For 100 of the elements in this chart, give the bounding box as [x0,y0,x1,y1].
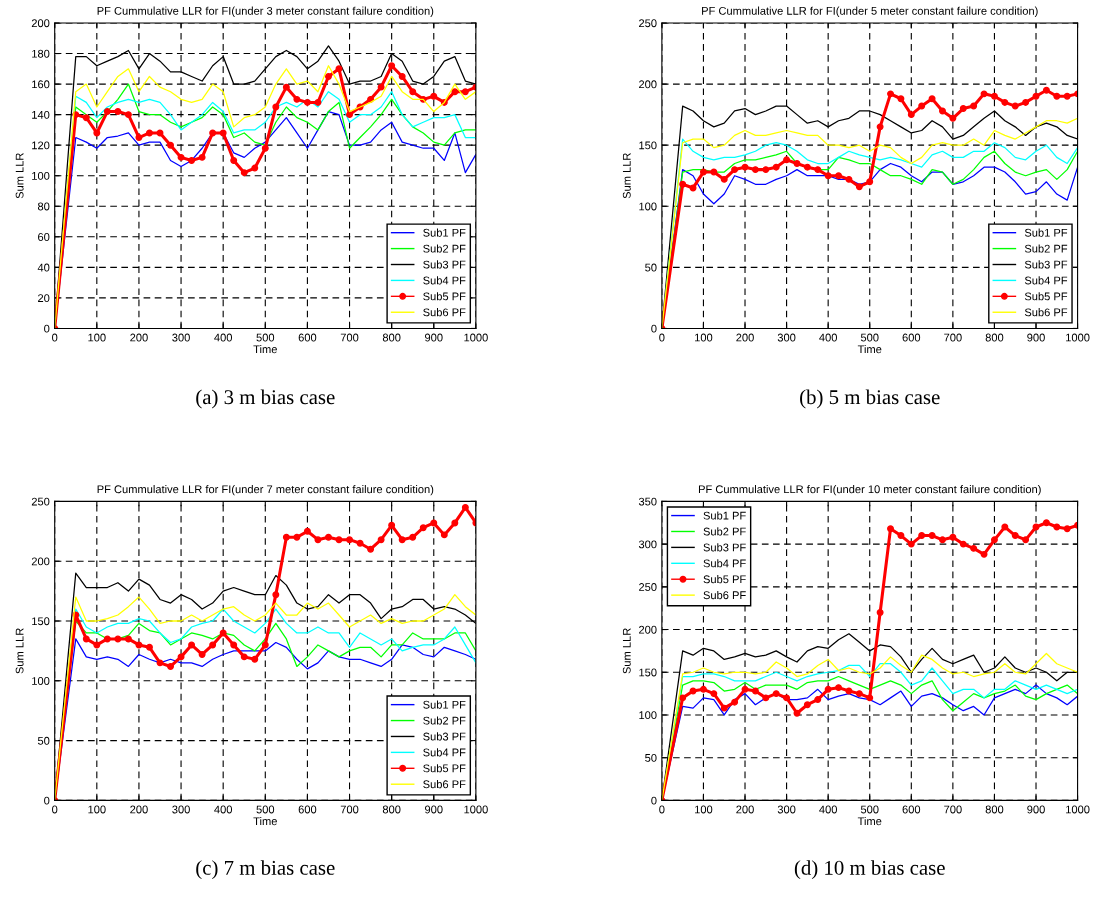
y-tick-label: 20 [38,294,50,303]
y-tick-label: 200 [639,625,657,634]
y-tick-label: 80 [37,202,50,211]
x-tick-label: 800 [985,333,1004,342]
legend-label: Sub1 PF [423,700,466,709]
legend-label: Sub6 PF [423,780,466,789]
x-tick-label: 400 [214,805,233,814]
x-tick-label: 1000 [464,333,488,342]
x-tick-label: 100 [88,333,106,342]
chart-title: PF Cummulative LLR for FI(under 7 meter constant failure condition) [97,485,434,496]
x-tick-label: 800 [985,805,1004,814]
y-tick-label: 100 [32,677,50,685]
legend-label: Sub1 PF [1024,228,1068,237]
x-axis-title: Time [857,817,882,826]
x-tick-label: 200 [736,333,754,342]
y-tick-label: 160 [32,80,50,89]
x-axis-title: Time [253,817,277,826]
y-tick-label: 50 [645,753,657,762]
legend-label: Sub4 PF [1024,276,1068,285]
y-tick-label: 140 [32,110,50,119]
x-tick-label: 800 [382,333,401,342]
x-tick-label: 1000 [464,805,488,814]
legend-label: Sub6 PF [423,308,466,317]
y-tick-label: 0 [651,796,657,805]
legend-label: Sub2 PF [423,716,466,725]
text: (c) 7 m bias case [196,860,335,880]
x-tick-label: 600 [298,805,317,814]
legend-label: Sub1 PF [703,511,746,520]
legend-label: Sub1 PF [423,228,466,237]
legend-label: Sub5 PF [703,575,746,584]
x-tick-label: 0 [52,333,58,342]
y-axis-title: Sum LLR [622,628,631,674]
y-tick-label: 150 [639,141,657,150]
y-tick-label: 0 [44,796,50,805]
text: (d) 10 m bias case [794,860,945,880]
x-tick-label: 300 [172,333,190,342]
y-tick-label: 40 [37,263,50,272]
x-tick-label: 200 [130,333,148,342]
y-tick-label: 250 [639,583,657,591]
y-tick-label: 100 [639,202,657,211]
y-tick-label: 200 [31,557,50,566]
x-tick-label: 400 [214,333,233,342]
x-tick-label: 700 [340,333,359,342]
x-tick-label: 200 [130,805,148,814]
y-axis-title: Sum LLR [15,628,24,674]
x-tick-label: 900 [1027,805,1045,814]
x-tick-label: 500 [860,805,879,814]
x-axis-title: Time [857,345,882,354]
chart-title: PF Cummulative LLR for FI(under 10 meter constant failure condition) [698,485,1041,496]
legend-label: Sub3 PF [703,543,746,552]
x-tick-label: 500 [256,333,275,342]
y-tick-label: 200 [31,19,50,28]
legend-label: Sub6 PF [1024,308,1068,317]
legend-label: Sub6 PF [703,590,746,600]
text: (b) 5 m bias case [800,389,940,409]
x-axis-title: Time [253,345,277,354]
y-tick-label: 50 [645,263,657,272]
x-tick-label: 300 [777,805,796,814]
legend-label: Sub3 PF [423,732,466,741]
x-tick-label: 0 [52,805,58,814]
y-tick-label: 180 [32,49,50,58]
legend-label: Sub4 PF [423,276,466,285]
x-tick-label: 500 [256,805,275,814]
x-tick-label: 0 [659,333,665,342]
x-tick-label: 100 [88,805,106,814]
y-tick-label: 120 [32,141,50,150]
chart-title: PF Cummulative LLR for FI(under 5 meter constant failure condition) [702,6,1038,17]
legend-label: Sub3 PF [1024,260,1068,269]
x-tick-label: 100 [695,805,713,814]
x-tick-label: 300 [172,805,190,814]
y-tick-label: 150 [639,668,657,677]
y-axis-title: Sum LLR [15,153,24,199]
y-tick-label: 150 [32,617,50,626]
x-tick-label: 600 [902,805,921,814]
x-tick-label: 200 [736,805,754,814]
chart-title: PF Cummulative LLR for FI(under 3 meter constant failure condition) [97,6,434,17]
x-tick-label: 700 [944,805,962,814]
x-tick-label: 900 [1027,333,1045,342]
legend-label: Sub5 PF [1024,292,1068,301]
legend-label: Sub2 PF [423,244,466,253]
legend-label: Sub4 PF [423,748,466,757]
x-tick-label: 1000 [1066,805,1090,814]
y-tick-label: 200 [639,80,657,89]
x-tick-label: 600 [902,333,921,342]
y-tick-label: 100 [32,171,50,180]
x-tick-label: 400 [819,333,837,342]
x-tick-label: 100 [695,333,713,342]
x-tick-label: 700 [944,333,962,342]
y-tick-label: 0 [651,324,657,333]
y-tick-label: 250 [31,497,50,506]
legend-label: Sub3 PF [423,260,466,269]
x-tick-label: 1000 [1066,333,1090,342]
legend-label: Sub2 PF [1024,244,1068,253]
y-axis-title: Sum LLR [622,153,631,199]
y-tick-label: 100 [639,711,657,720]
x-tick-label: 600 [298,333,317,342]
y-tick-label: 60 [38,233,50,241]
legend-label: Sub4 PF [703,559,746,568]
y-tick-label: 0 [44,324,50,333]
x-tick-label: 900 [425,805,443,814]
